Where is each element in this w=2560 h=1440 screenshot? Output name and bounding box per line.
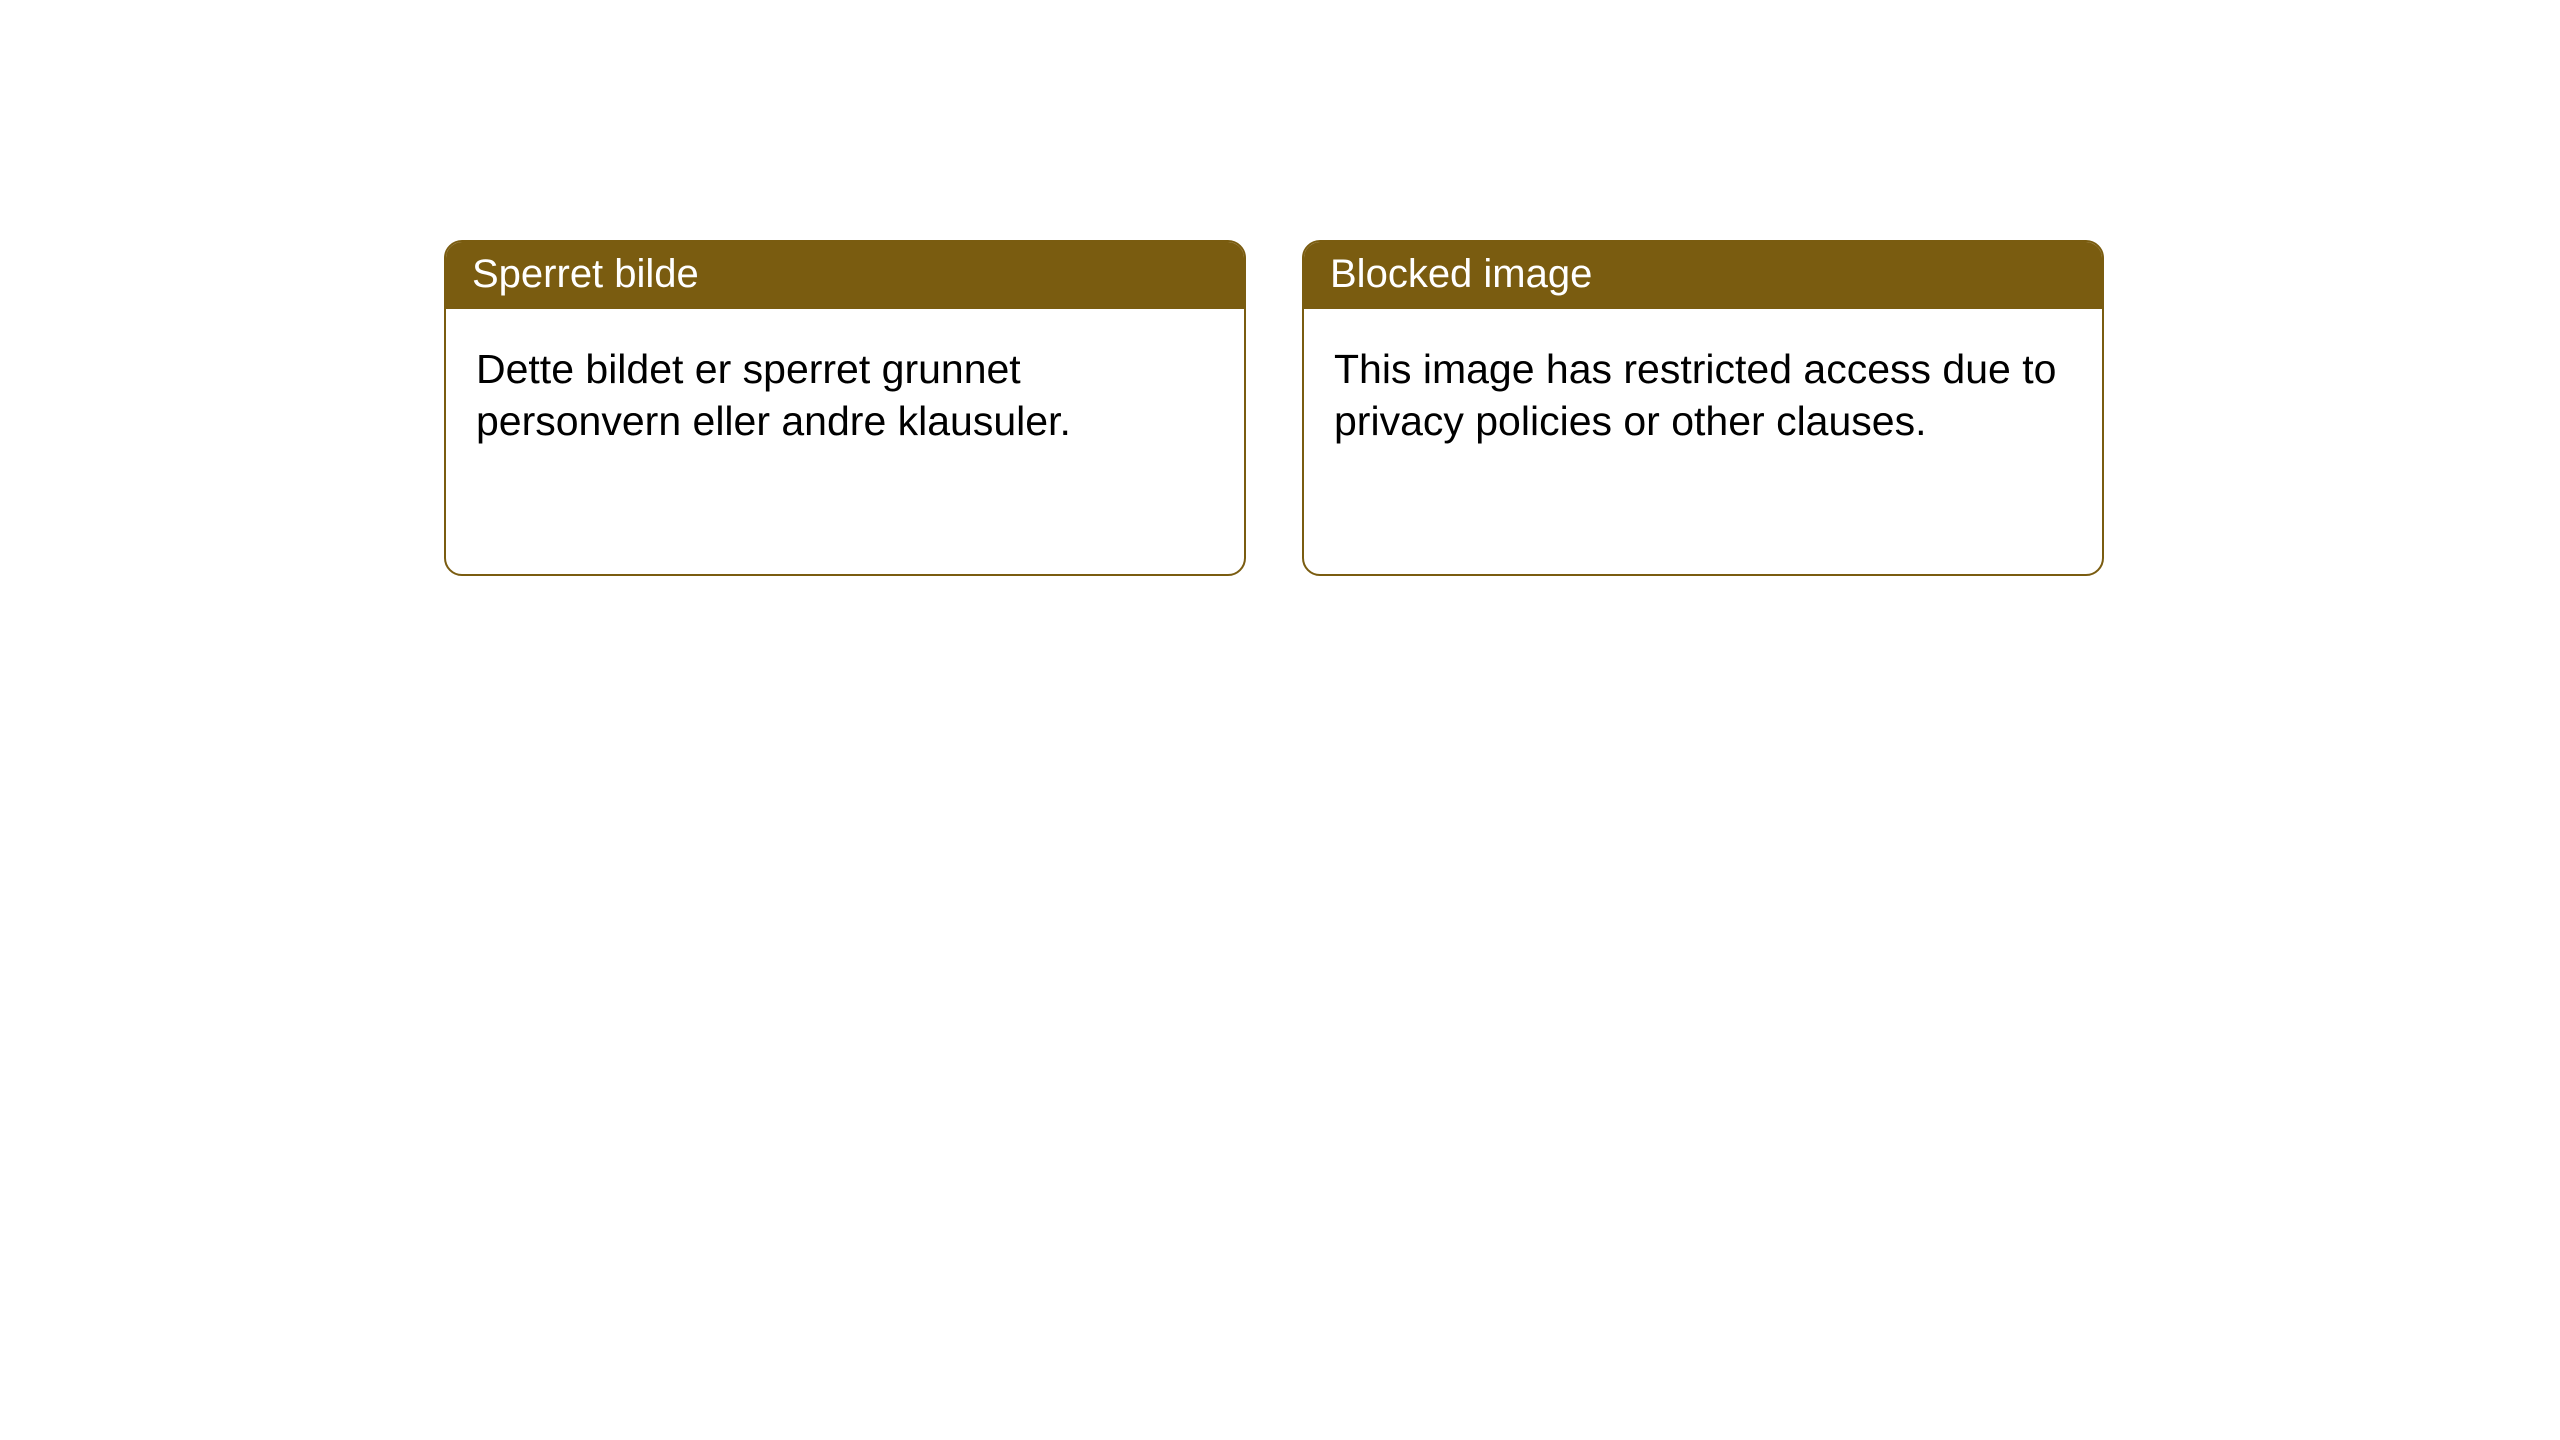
notice-body-no: Dette bildet er sperret grunnet personve… [446, 309, 1244, 482]
notice-title-en: Blocked image [1330, 252, 1592, 296]
notice-title-no: Sperret bilde [472, 252, 699, 296]
notice-body-text-no: Dette bildet er sperret grunnet personve… [476, 346, 1071, 444]
notice-body-text-en: This image has restricted access due to … [1334, 346, 2056, 444]
notice-header-no: Sperret bilde [446, 242, 1244, 309]
notice-card-en: Blocked image This image has restricted … [1302, 240, 2104, 576]
notice-header-en: Blocked image [1304, 242, 2102, 309]
notice-card-no: Sperret bilde Dette bildet er sperret gr… [444, 240, 1246, 576]
notice-body-en: This image has restricted access due to … [1304, 309, 2102, 482]
blocked-image-notices: Sperret bilde Dette bildet er sperret gr… [444, 240, 2560, 576]
